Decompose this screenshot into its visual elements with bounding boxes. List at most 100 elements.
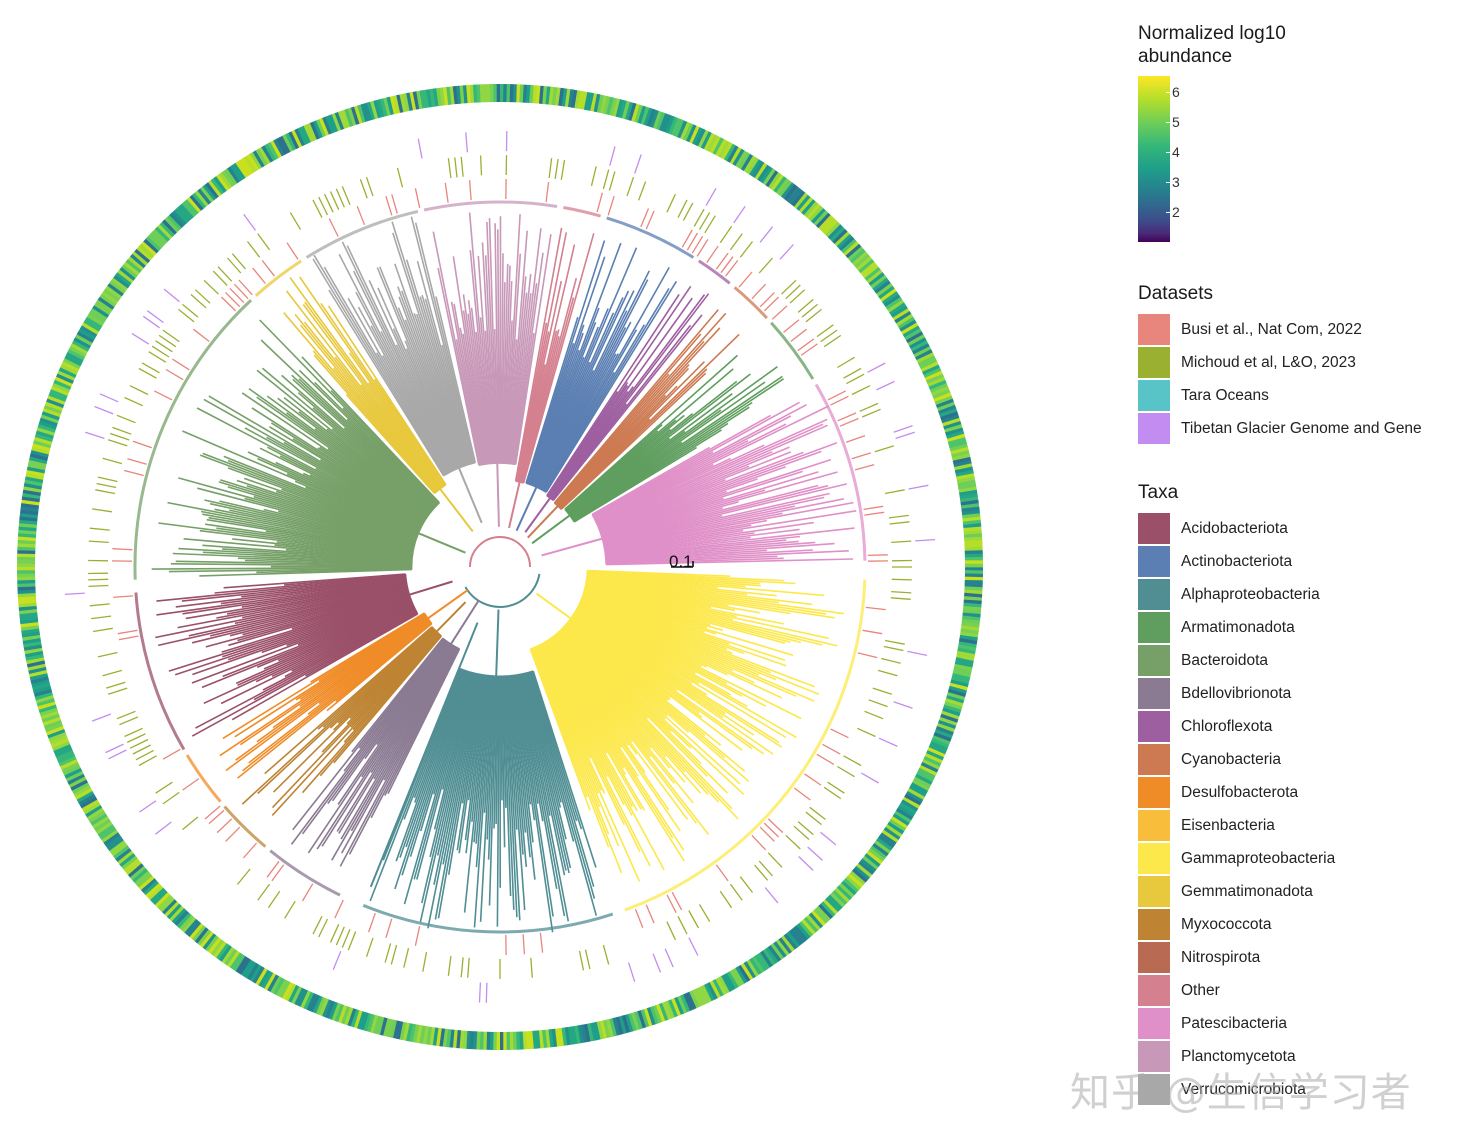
tree-branch bbox=[505, 676, 521, 921]
dataset-tick bbox=[417, 138, 423, 159]
tree-branch bbox=[228, 592, 410, 647]
abundance-ring-segment bbox=[801, 199, 817, 216]
dataset-tick bbox=[729, 883, 743, 901]
tree-branch bbox=[516, 674, 539, 804]
tree-branch bbox=[413, 669, 463, 799]
abundance-ring-segment bbox=[107, 282, 125, 297]
tree-branch bbox=[507, 675, 526, 911]
abundance-ring-segment bbox=[936, 401, 956, 412]
dataset-tick bbox=[391, 194, 398, 214]
tree-branch bbox=[262, 609, 417, 691]
tree-branch bbox=[595, 457, 731, 523]
abundance-ring-segment bbox=[134, 248, 151, 264]
abundance-ring-segment bbox=[246, 153, 260, 171]
tree-branch bbox=[520, 336, 560, 483]
tree-branch bbox=[214, 574, 406, 594]
abundance-ring-segment bbox=[759, 166, 774, 184]
tree-branch bbox=[350, 646, 456, 832]
tree-branch bbox=[330, 390, 440, 504]
tree-branch bbox=[174, 596, 411, 676]
abundance-ring-segment bbox=[184, 198, 199, 216]
abundance-ring-segment bbox=[682, 993, 694, 1012]
abundance-ring-segment bbox=[366, 101, 376, 120]
abundance-ring-segment bbox=[770, 174, 785, 192]
abundance-ring-segment bbox=[703, 132, 716, 151]
abundance-ring-segment bbox=[27, 463, 46, 471]
datasets-legend-title: Datasets bbox=[1138, 283, 1213, 304]
dataset-tick bbox=[809, 806, 826, 821]
abundance-ring-segment bbox=[649, 109, 660, 129]
tree-branch bbox=[299, 615, 427, 700]
taxa-legend-title: Taxa bbox=[1138, 482, 1179, 503]
tree-branch bbox=[533, 647, 620, 847]
dataset-tick bbox=[893, 425, 913, 433]
abundance-ring-segment bbox=[932, 389, 951, 400]
tree-branch bbox=[263, 603, 414, 670]
tree-branch bbox=[453, 303, 483, 465]
dataset-tick bbox=[843, 755, 862, 767]
tree-branch bbox=[604, 519, 768, 550]
abundance-ring-segment bbox=[897, 316, 915, 330]
tree-branch bbox=[601, 497, 724, 537]
dataset-legend-item: Tibetan Glacier Genome and Gene bbox=[1138, 412, 1458, 445]
tree-branch bbox=[322, 627, 434, 728]
tree-branch bbox=[605, 527, 855, 557]
abundance-ring-segment bbox=[958, 638, 978, 645]
clade-stem bbox=[524, 497, 551, 533]
abundance-ring-segment bbox=[832, 889, 848, 906]
tree-branch bbox=[471, 675, 489, 822]
tree-branch bbox=[522, 673, 567, 871]
abundance-ring-segment bbox=[129, 865, 146, 881]
tree-branch bbox=[550, 386, 634, 499]
abundance-ring-segment bbox=[586, 1023, 594, 1042]
taxon-legend-item: Planctomycetota bbox=[1138, 1040, 1458, 1073]
tree-branch bbox=[318, 619, 430, 705]
tree-branch bbox=[556, 632, 667, 758]
abundance-ring-segment bbox=[694, 987, 706, 1006]
abundance-ring-segment bbox=[653, 110, 663, 130]
tree-branch bbox=[530, 648, 610, 848]
tree-branch bbox=[565, 368, 734, 512]
abundance-ring-segment bbox=[938, 404, 957, 415]
tree-branch bbox=[424, 298, 472, 464]
tree-branch bbox=[415, 313, 468, 466]
abundance-ring-segment bbox=[944, 701, 963, 711]
tree-branch bbox=[598, 479, 726, 530]
dataset-tick bbox=[820, 329, 838, 343]
abundance-ring-segment bbox=[841, 238, 858, 254]
abundance-ring-segment bbox=[244, 155, 257, 173]
abundance-ring-segment bbox=[315, 119, 327, 138]
dataset-tick bbox=[861, 408, 881, 418]
tree-branch bbox=[332, 367, 438, 493]
tree-branch bbox=[551, 293, 710, 500]
tree-branch bbox=[574, 611, 787, 739]
abundance-ring-segment bbox=[694, 128, 707, 147]
tree-branch bbox=[600, 470, 803, 536]
abundance-ring-segment bbox=[119, 266, 136, 281]
abundance-ring-segment bbox=[54, 746, 73, 758]
abundance-ring-segment bbox=[561, 1027, 568, 1046]
dataset-tick bbox=[759, 226, 774, 243]
abundance-ring-segment bbox=[706, 982, 718, 1000]
abundance-ring-segment bbox=[350, 1009, 360, 1028]
abundance-ring-segment bbox=[62, 357, 81, 370]
dataset-tick bbox=[390, 944, 398, 965]
dataset-tick bbox=[666, 193, 676, 213]
dataset-tick bbox=[91, 615, 112, 620]
tree-branch bbox=[172, 552, 412, 565]
tree-branch bbox=[494, 223, 500, 464]
abundance-ring-segment bbox=[773, 176, 787, 193]
tree-branch bbox=[554, 634, 694, 804]
tree-branch bbox=[587, 571, 796, 585]
abundance-ring-segment bbox=[905, 331, 924, 344]
tree-branch bbox=[597, 450, 773, 527]
taxon-label: Eisenbacteria bbox=[1181, 816, 1275, 834]
dataset-tick bbox=[225, 292, 241, 308]
tree-branch bbox=[370, 325, 451, 473]
tree-branch bbox=[175, 577, 407, 608]
dataset-tick bbox=[403, 948, 410, 968]
tree-branch bbox=[586, 579, 835, 619]
abundance-ring-segment bbox=[389, 1019, 397, 1038]
tree-branch bbox=[229, 509, 414, 550]
tree-branch bbox=[405, 259, 470, 465]
